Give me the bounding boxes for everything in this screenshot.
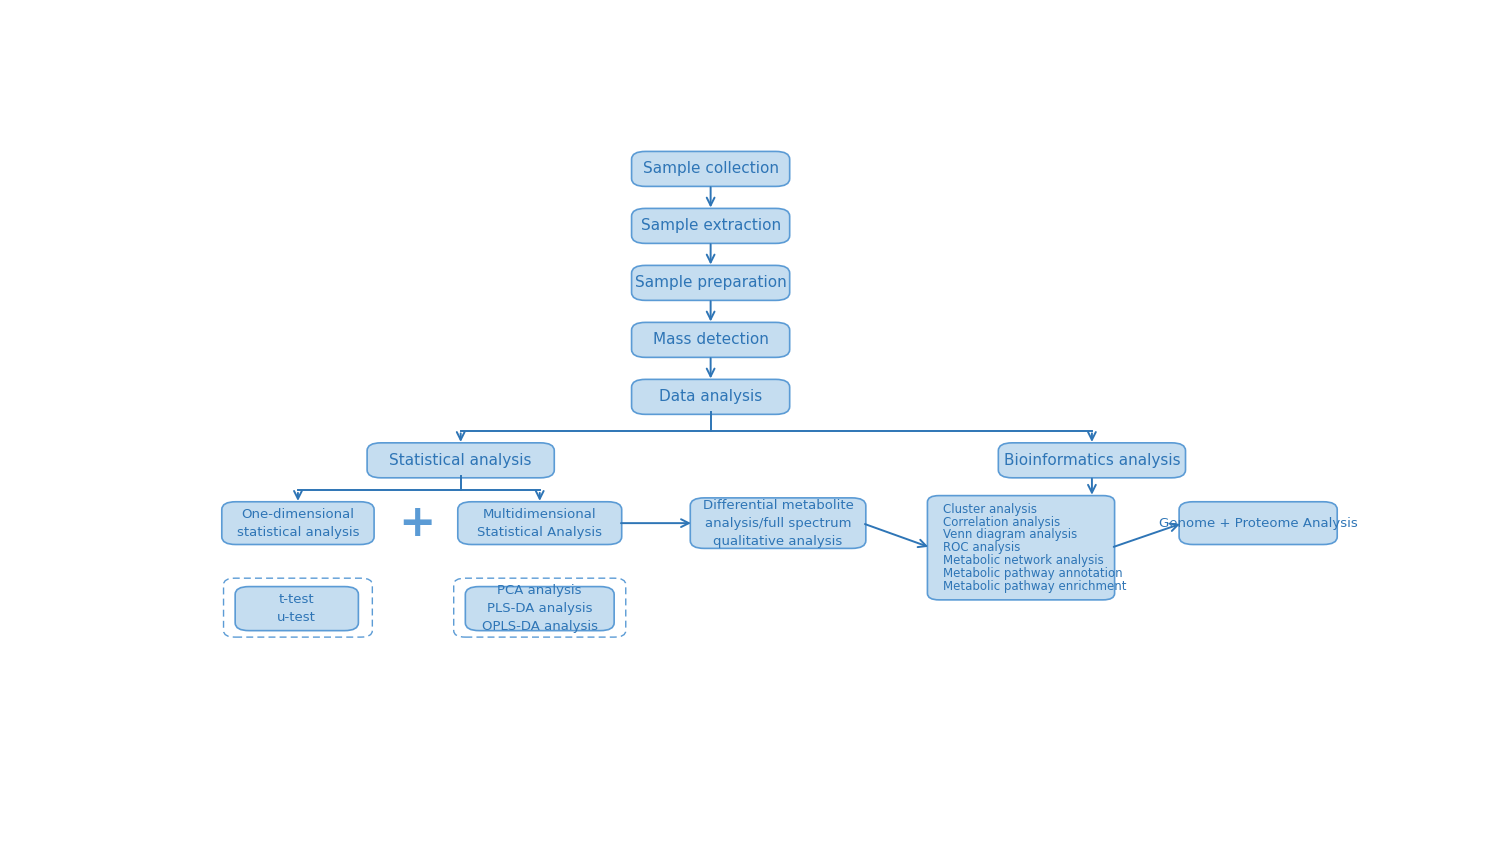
FancyBboxPatch shape	[632, 151, 789, 187]
FancyBboxPatch shape	[632, 322, 789, 357]
FancyBboxPatch shape	[458, 502, 621, 544]
Text: Mass detection: Mass detection	[652, 332, 768, 347]
Text: Sample extraction: Sample extraction	[640, 219, 780, 234]
Text: Data analysis: Data analysis	[658, 389, 762, 405]
Text: +: +	[398, 501, 435, 545]
Text: Metabolic pathway annotation: Metabolic pathway annotation	[942, 567, 1122, 580]
FancyBboxPatch shape	[927, 495, 1114, 600]
Text: Correlation analysis: Correlation analysis	[942, 516, 1060, 528]
Text: Multidimensional
Statistical Analysis: Multidimensional Statistical Analysis	[477, 508, 602, 538]
Text: Venn diagram analysis: Venn diagram analysis	[942, 528, 1077, 542]
FancyBboxPatch shape	[222, 502, 374, 544]
FancyBboxPatch shape	[690, 498, 865, 548]
Text: t-test
u-test: t-test u-test	[278, 593, 316, 624]
FancyBboxPatch shape	[632, 209, 789, 243]
Text: Cluster analysis: Cluster analysis	[942, 503, 1036, 516]
Text: PCA analysis
PLS-DA analysis
OPLS-DA analysis: PCA analysis PLS-DA analysis OPLS-DA ana…	[482, 584, 597, 633]
FancyBboxPatch shape	[1179, 502, 1336, 544]
FancyBboxPatch shape	[632, 379, 789, 415]
Text: Sample collection: Sample collection	[642, 161, 778, 177]
Text: Sample preparation: Sample preparation	[634, 275, 786, 290]
Text: Metabolic pathway enrichment: Metabolic pathway enrichment	[942, 579, 1126, 593]
Text: One-dimensional
statistical analysis: One-dimensional statistical analysis	[237, 508, 358, 538]
Text: Genome + Proteome Analysis: Genome + Proteome Analysis	[1160, 516, 1358, 530]
Text: Bioinformatics analysis: Bioinformatics analysis	[1004, 452, 1180, 468]
Text: Differential metabolite
analysis/full spectrum
qualitative analysis: Differential metabolite analysis/full sp…	[702, 499, 853, 547]
FancyBboxPatch shape	[999, 443, 1185, 478]
FancyBboxPatch shape	[632, 266, 789, 300]
Text: Statistical analysis: Statistical analysis	[390, 452, 532, 468]
FancyBboxPatch shape	[465, 587, 614, 631]
FancyBboxPatch shape	[236, 587, 358, 631]
FancyBboxPatch shape	[368, 443, 555, 478]
Text: ROC analysis: ROC analysis	[942, 542, 1020, 554]
Text: Metabolic network analysis: Metabolic network analysis	[942, 554, 1104, 567]
